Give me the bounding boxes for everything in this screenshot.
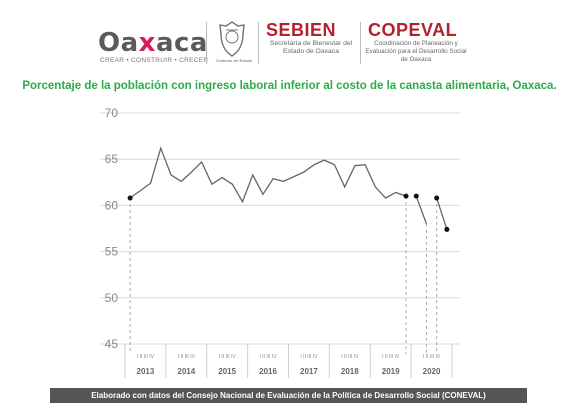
year-label: 2017 (300, 367, 318, 376)
quarter-label: I II III IV (300, 354, 318, 360)
y-tick-label: 55 (105, 245, 119, 259)
sebien-title: SEBIEN (266, 20, 337, 40)
year-label: 2020 (423, 367, 441, 376)
year-label: 2018 (341, 367, 359, 376)
quarter-label: I II III IV (137, 354, 155, 360)
quarter-label: I II III IV (178, 354, 196, 360)
y-tick-label: 45 (105, 337, 119, 351)
year-label: 2015 (218, 367, 236, 376)
source-footer: Elaborado con datos del Consejo Nacional… (50, 388, 527, 403)
header-divider (360, 22, 361, 64)
series-line-2013Q1-2019Q4 (129, 146, 407, 204)
oaxaca-logo-x: x (138, 28, 156, 58)
series-points (127, 193, 450, 232)
data-point (413, 193, 419, 199)
year-label: 2014 (177, 367, 195, 376)
header: Oaxaca CREAR • CONSTRUIR • CRECER Gobier… (0, 0, 579, 70)
data-point (444, 226, 450, 232)
quarter-label: I II III IV (259, 354, 277, 360)
quarter-label: I II III IV (219, 354, 237, 360)
data-point (403, 193, 409, 199)
chart-grid (100, 112, 460, 354)
copeval-title: COPEVAL (368, 20, 458, 40)
copeval-subtitle: Coordinación de Planeación y Evaluación … (365, 40, 467, 63)
series-lines (129, 146, 448, 230)
y-tick-label: 60 (105, 198, 119, 212)
year-label: 2019 (382, 367, 400, 376)
header-divider (258, 22, 259, 64)
year-label: 2013 (137, 367, 155, 376)
y-axis: 45 50 55 60 65 70 (105, 106, 119, 351)
y-tick-label: 65 (105, 152, 119, 166)
seal-caption: Gobierno del Estado (215, 58, 253, 63)
series-line-2020Q1 (415, 195, 428, 225)
data-point (434, 195, 440, 201)
line-chart: 45 50 55 60 65 70 I II III IV 2013 I II III IV 2… (100, 106, 460, 378)
quarter-label: I II III IV (341, 354, 359, 360)
y-tick-label: 50 (105, 291, 119, 305)
chart-title: Porcentaje de la población con ingreso l… (22, 80, 557, 92)
oaxaca-logo: Oaxaca (98, 28, 208, 58)
sebien-subtitle: Secretaría de Bienestar del Estado de Oa… (269, 40, 353, 55)
x-axis: I II III IV 2013 I II III IV 2014 I II III I… (124, 344, 453, 378)
oaxaca-tagline: CREAR • CONSTRUIR • CRECER (100, 57, 209, 64)
series-line-2020Q3 (436, 197, 448, 230)
y-tick-label: 70 (105, 106, 119, 120)
quarter-label: I II III IV (382, 354, 400, 360)
oaxaca-logo-text: Oaxaca (98, 28, 208, 58)
header-divider (206, 22, 207, 64)
quarter-label: I II III IV (423, 354, 441, 360)
year-label: 2016 (259, 367, 277, 376)
data-point (127, 195, 133, 201)
state-seal-icon (219, 21, 245, 57)
